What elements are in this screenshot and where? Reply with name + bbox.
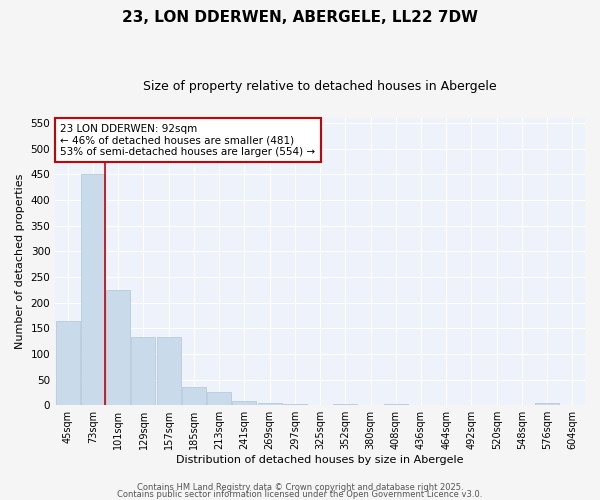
Bar (56, 320, 80, 405)
Bar (131, 337, 155, 405)
Text: Contains public sector information licensed under the Open Government Licence v3: Contains public sector information licen… (118, 490, 482, 499)
Bar (384, 404, 408, 405)
X-axis label: Distribution of detached houses by size in Abergele: Distribution of detached houses by size … (176, 455, 464, 465)
Bar (157, 337, 181, 405)
Text: 23, LON DDERWEN, ABERGELE, LL22 7DW: 23, LON DDERWEN, ABERGELE, LL22 7DW (122, 10, 478, 25)
Bar (207, 392, 231, 405)
Y-axis label: Number of detached properties: Number of detached properties (15, 174, 25, 349)
Bar (106, 290, 130, 405)
Title: Size of property relative to detached houses in Abergele: Size of property relative to detached ho… (143, 80, 497, 93)
Bar (257, 403, 281, 405)
Bar (283, 404, 307, 405)
Bar (232, 401, 256, 405)
Text: 23 LON DDERWEN: 92sqm
← 46% of detached houses are smaller (481)
53% of semi-det: 23 LON DDERWEN: 92sqm ← 46% of detached … (61, 124, 316, 156)
Bar (182, 386, 206, 405)
Text: Contains HM Land Registry data © Crown copyright and database right 2025.: Contains HM Land Registry data © Crown c… (137, 484, 463, 492)
Bar (334, 404, 357, 405)
Bar (535, 402, 559, 405)
Bar (81, 174, 105, 405)
